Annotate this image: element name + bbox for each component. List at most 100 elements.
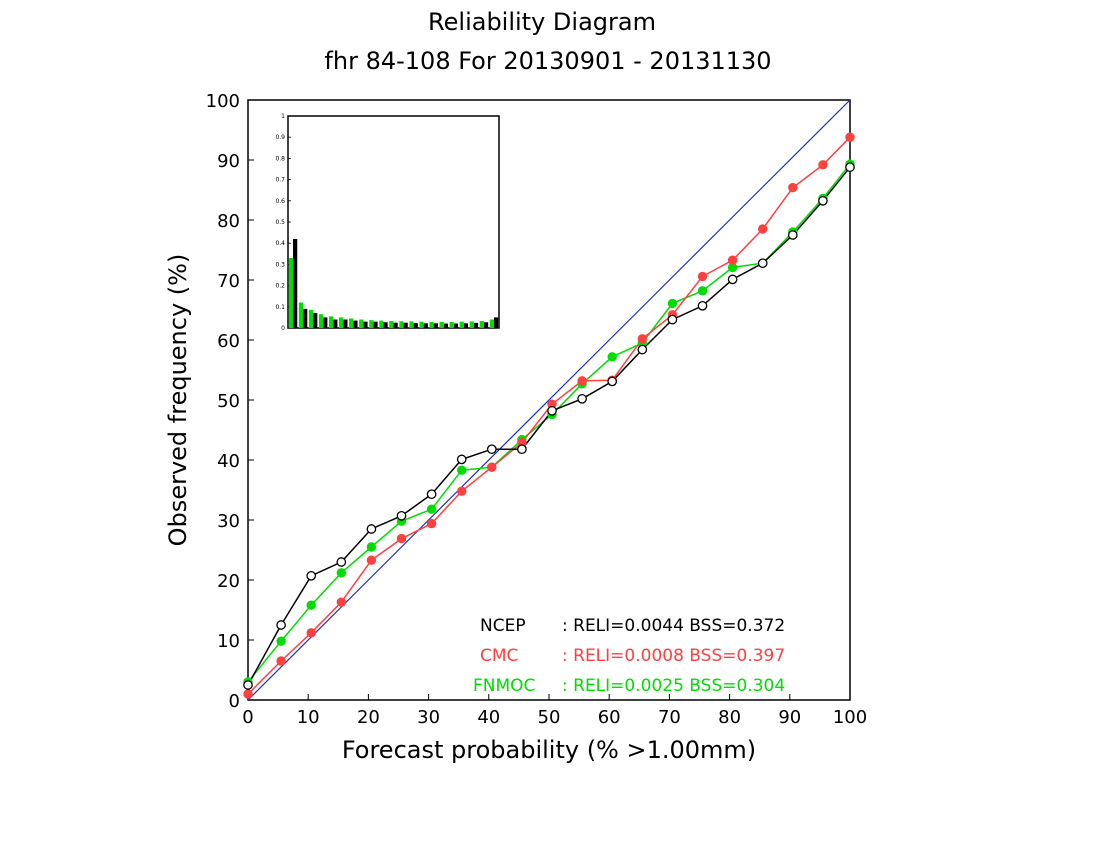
cmc-point — [758, 224, 768, 234]
inset-bar-fnmoc — [349, 318, 354, 328]
cmc-point — [457, 486, 467, 496]
ncep-point — [727, 274, 738, 285]
cmc-point — [366, 555, 377, 565]
inset-histogram: 0 0.1 0.2 0.3 0.4 0.5 0.6 0.7 0.8 0.9 1 — [275, 113, 500, 332]
inset-y-tick-label: 0.6 — [275, 198, 285, 205]
inset-bar-ncep — [433, 323, 438, 328]
inset-y-tick-label: 0.5 — [275, 219, 285, 226]
ncep-point — [577, 393, 587, 404]
inset-bar-ncep — [293, 238, 298, 328]
x-tick-label: 60 — [598, 707, 621, 728]
inset-bar-ncep — [413, 323, 418, 328]
fnmoc-point — [426, 504, 437, 514]
inset-bar-fnmoc — [399, 321, 404, 328]
legend-stats-cmc: : RELI=0.0008 BSS=0.397 — [562, 646, 785, 666]
x-tick-label: 70 — [658, 707, 681, 728]
inset-bar-fnmoc — [389, 321, 394, 328]
y-tick-label: 0 — [229, 691, 240, 712]
ncep-point — [757, 258, 768, 269]
ncep-point — [243, 680, 253, 690]
ncep-point — [607, 376, 618, 387]
inset-y-tick-label: 0.3 — [275, 261, 285, 268]
inset-bar-ncep — [453, 323, 459, 328]
x-axis-label: Forecast probability (% >1.00mm) — [342, 736, 756, 764]
inset-bar-fnmoc — [298, 302, 304, 328]
cmc-point — [487, 462, 497, 472]
y-tick-label: 10 — [217, 631, 240, 652]
fnmoc-point — [667, 298, 678, 309]
ncep-point — [276, 620, 286, 630]
inset-bar-fnmoc — [489, 319, 494, 328]
cmc-point — [727, 255, 738, 265]
chart-title: Reliability Diagram — [428, 8, 656, 36]
inset-bar-ncep — [323, 317, 328, 328]
x-tick-label: 40 — [477, 707, 500, 728]
inset-y-tick-label: 0.1 — [275, 304, 285, 311]
y-tick-label: 50 — [217, 391, 240, 412]
inset-bar-fnmoc — [359, 319, 364, 328]
x-tick-label: 50 — [538, 707, 561, 728]
ncep-point — [336, 557, 347, 567]
cmc-point — [788, 182, 798, 193]
x-tick-label: 10 — [297, 707, 320, 728]
fnmoc-point — [697, 286, 708, 296]
ncep-point — [787, 230, 798, 240]
legend-stats-fnmoc: : RELI=0.0025 BSS=0.304 — [562, 676, 785, 696]
inset-y-tick-label: 0 — [281, 325, 285, 332]
y-tick-label: 90 — [217, 151, 240, 172]
legend-name-cmc: CMC — [480, 646, 518, 666]
inset-bar-ncep — [373, 321, 378, 328]
inset-y-tick-label: 0.7 — [275, 177, 285, 184]
ncep-point — [517, 444, 527, 455]
inset-bar-fnmoc — [459, 321, 464, 328]
y-tick-label: 40 — [217, 451, 240, 472]
inset-y-tick-label: 0.4 — [275, 240, 285, 247]
x-tick-label: 20 — [357, 707, 380, 728]
fnmoc-point — [276, 636, 286, 646]
x-tick-label: 90 — [778, 707, 801, 728]
inset-bar-fnmoc — [439, 321, 444, 328]
x-tick-label: 80 — [718, 707, 741, 728]
ncep-point — [486, 444, 497, 455]
fnmoc-point — [457, 465, 467, 475]
inset-bar-fnmoc — [379, 320, 384, 328]
inset-bar-ncep — [343, 319, 348, 328]
inset-bar-ncep — [483, 322, 489, 328]
ncep-point — [697, 300, 708, 311]
inset-bar-fnmoc — [339, 317, 344, 328]
inset-bar-ncep — [333, 319, 338, 328]
ncep-point — [426, 489, 437, 500]
y-tick-label: 100 — [206, 91, 240, 112]
inset-bar-fnmoc — [449, 321, 454, 328]
y-tick-label: 30 — [217, 511, 240, 532]
inset-bar-fnmoc — [308, 309, 314, 328]
inset-bar-fnmoc — [479, 321, 484, 328]
inset-bar-ncep — [443, 323, 448, 328]
cmc-point — [845, 132, 855, 142]
legend-name-fnmoc: FNMOC — [473, 676, 535, 696]
y-tick-label: 20 — [217, 571, 240, 592]
y-tick-label: 80 — [217, 211, 240, 232]
legend: NCEP: RELI=0.0044 BSS=0.372 CMC: RELI=0.0… — [473, 616, 785, 696]
inset-bar-ncep — [313, 313, 318, 328]
cmc-point — [276, 656, 286, 666]
ncep-point — [456, 454, 467, 465]
ncep-point — [818, 195, 828, 206]
ncep-point — [845, 162, 855, 173]
inset-bar-ncep — [393, 322, 398, 328]
inset-bar-fnmoc — [469, 321, 474, 328]
fnmoc-point — [336, 568, 347, 578]
cmc-point — [577, 376, 587, 386]
inset-frame — [287, 115, 500, 329]
inset-bar-ncep — [493, 317, 499, 328]
inset-bar-ncep — [353, 320, 358, 328]
legend-stats-ncep: : RELI=0.0044 BSS=0.372 — [562, 616, 785, 636]
inset-bar-ncep — [403, 322, 408, 328]
inset-bar-fnmoc — [419, 321, 424, 328]
cmc-point — [336, 597, 347, 607]
inset-bar-ncep — [423, 323, 428, 328]
inset-bar-ncep — [383, 322, 388, 328]
x-tick-label: 30 — [417, 707, 440, 728]
y-tick-label: 60 — [217, 331, 240, 352]
